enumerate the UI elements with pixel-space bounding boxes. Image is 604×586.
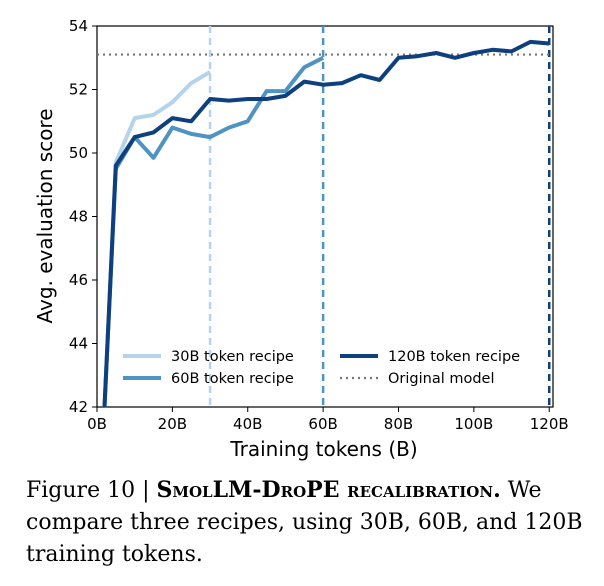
caption-text: We compare three recipes, using 30B, 60B… (26, 478, 583, 567)
caption-title: SmolLM-DroPE recalibration. (156, 477, 501, 503)
legend-label-1: 60B token recipe (171, 371, 294, 387)
y-tick-label: 42 (69, 398, 88, 416)
caption-label: Figure 10 | (26, 478, 157, 503)
x-tick-label: 80B (384, 415, 413, 433)
y-tick-label: 44 (69, 335, 88, 353)
x-tick-label: 100B (454, 415, 493, 433)
y-tick-label: 50 (69, 144, 88, 162)
x-tick-label: 20B (158, 415, 187, 433)
vertical-markers (208, 26, 551, 407)
legend-label-2: 120B token recipe (388, 349, 520, 365)
figure-caption: Figure 10 | SmolLM-DroPE recalibration. … (26, 474, 596, 571)
y-tick-label: 48 (69, 208, 88, 226)
series-group (102, 39, 550, 408)
chart: 0B 20B 40B 60B 80B 100B 120B 42 44 46 48 50 52 54 Tr… (33, 17, 569, 461)
x-axis-label: Training tokens (B) (229, 437, 417, 461)
y-axis-label: Avg. evaluation score (33, 108, 57, 323)
x-tick-label: 0B (87, 415, 107, 433)
x-tick-label: 60B (308, 415, 337, 433)
y-tick-label: 52 (69, 81, 88, 99)
y-axis-ticks: 42 44 46 48 50 52 54 (69, 17, 97, 416)
legend-label-0: 30B token recipe (171, 349, 294, 365)
y-tick-label: 54 (69, 17, 88, 35)
x-tick-label: 120B (530, 415, 569, 433)
legend: 30B token recipe 60B token recipe 120B tok… (123, 349, 520, 387)
x-tick-label: 40B (233, 415, 262, 433)
y-tick-label: 46 (69, 271, 88, 289)
series-line-2 (102, 39, 550, 408)
x-axis-ticks: 0B 20B 40B 60B 80B 100B 120B (87, 407, 569, 433)
legend-label-3: Original model (388, 371, 495, 387)
